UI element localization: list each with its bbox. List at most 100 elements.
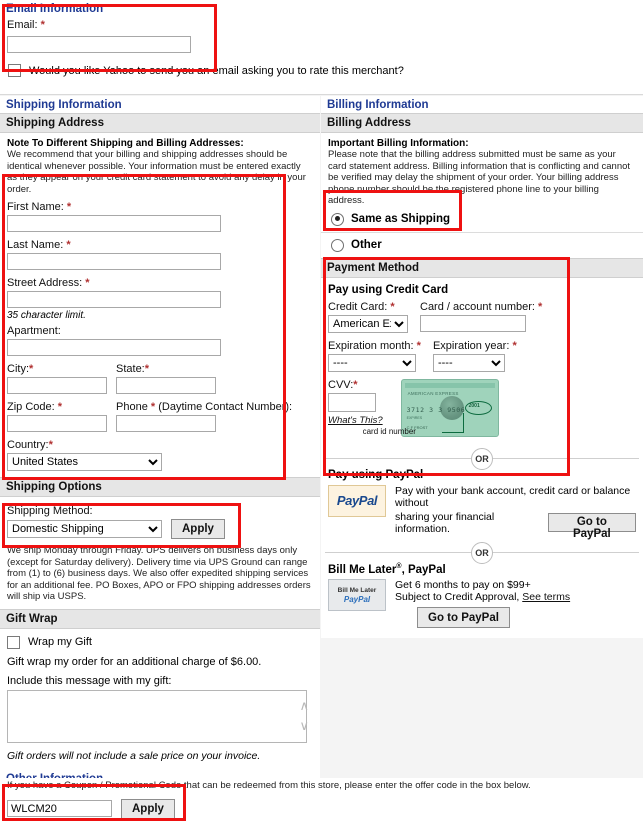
bill-me-later-heading-tail: , PayPal bbox=[401, 563, 446, 576]
city-label: City:* bbox=[7, 363, 34, 375]
apply-coupon-button[interactable]: Apply bbox=[121, 798, 175, 819]
chevron-up-icon[interactable]: ∧ bbox=[299, 697, 309, 713]
required-marker: * bbox=[150, 401, 156, 413]
phone-input[interactable] bbox=[116, 415, 216, 432]
required-marker: * bbox=[85, 277, 90, 289]
cvv-input[interactable] bbox=[328, 392, 376, 412]
coupon-code-input[interactable] bbox=[7, 800, 112, 817]
radio-same-as-shipping[interactable] bbox=[331, 212, 344, 226]
required-marker: * bbox=[416, 339, 421, 352]
shipping-method-select[interactable]: Domestic Shipping bbox=[7, 520, 162, 538]
shipping-options-section: Shipping Options Shipping Method: Domest… bbox=[0, 477, 320, 609]
card-id-digits: 2001 bbox=[468, 402, 480, 409]
chevron-down-icon[interactable]: ∨ bbox=[299, 717, 309, 733]
required-marker: * bbox=[353, 378, 358, 391]
bml-logo-line2: PayPal bbox=[343, 595, 371, 605]
street-address-label: Street Address: * bbox=[7, 277, 90, 289]
apartment-input[interactable] bbox=[7, 339, 221, 356]
shipping-section-title: Shipping Information bbox=[0, 96, 320, 113]
paypal-logo-icon: PayPal bbox=[328, 484, 386, 517]
go-to-paypal-button[interactable]: Go to PayPal bbox=[547, 513, 636, 540]
gift-wrap-bar: Gift Wrap bbox=[0, 608, 320, 629]
bill-me-later-heading-main: Bill Me Later bbox=[328, 563, 397, 576]
rate-merchant-checkbox[interactable] bbox=[8, 64, 21, 77]
shipping-options-note: We ship Monday through Friday. UPS deliv… bbox=[7, 545, 311, 602]
paypal-description-line2: sharing your financial information. bbox=[395, 510, 495, 535]
textarea-scroll-arrows[interactable]: ∧ ∨ bbox=[299, 696, 309, 736]
apply-shipping-button[interactable]: Apply bbox=[171, 519, 225, 539]
card-brand-text: AMERICAN EXPRESS bbox=[407, 390, 459, 396]
shipping-information-section: Shipping Information Shipping Address No… bbox=[0, 96, 320, 477]
pay-using-credit-card-heading: Pay using Credit Card bbox=[328, 283, 449, 296]
billing-information-section: Billing Information Billing Address Impo… bbox=[321, 96, 643, 258]
cvv-label: CVV:* bbox=[328, 378, 358, 391]
card-id-number-caption: card id number bbox=[362, 426, 416, 436]
card-id-pointer-line-horizontal bbox=[441, 431, 464, 433]
required-marker: * bbox=[390, 300, 395, 313]
coupon-description: If you have a Coupon / Promotional Code … bbox=[7, 780, 531, 791]
card-number-input[interactable] bbox=[420, 314, 526, 332]
billing-note-title: Important Billing Information: bbox=[328, 138, 469, 149]
expiration-month-label: Expiration month: * bbox=[328, 339, 421, 352]
bml-logo-line1: Bill Me Later bbox=[337, 587, 377, 595]
email-information-section: Email Information Email: * Would you lik… bbox=[0, 0, 643, 95]
required-marker: * bbox=[512, 339, 517, 352]
required-marker: * bbox=[48, 439, 53, 451]
expiration-year-select[interactable]: ---- bbox=[432, 353, 505, 372]
whats-this-link[interactable]: What's This? bbox=[328, 414, 383, 426]
registered-mark: ® bbox=[396, 562, 402, 570]
or-badge: OR bbox=[471, 541, 493, 564]
wrap-my-gift-label: Wrap my Gift bbox=[28, 636, 92, 648]
required-marker: * bbox=[57, 401, 63, 413]
payment-method-bar: Payment Method bbox=[321, 257, 643, 278]
bill-me-later-logo-icon: Bill Me Later PayPal bbox=[328, 579, 386, 612]
gift-wrap-footnote: Gift orders will not include a sale pric… bbox=[7, 749, 261, 762]
paypal-description-line1: Pay with your bank account, credit card … bbox=[395, 484, 631, 509]
left-column: Shipping Information Shipping Address No… bbox=[0, 96, 320, 807]
payment-method-section: Payment Method Pay using Credit Card Cre… bbox=[321, 257, 643, 639]
card-id-number-illustration: AMERICAN EXPRESS 3712 3 3 9506 EXPIRES C… bbox=[363, 378, 499, 439]
card-id-highlight-circle bbox=[464, 400, 492, 415]
billing-note-body: Please note that the billing address sub… bbox=[328, 149, 631, 206]
same-as-shipping-label: Same as Shipping bbox=[351, 213, 451, 225]
gift-message-label: Include this message with my gift: bbox=[7, 674, 172, 687]
shipping-options-bar: Shipping Options bbox=[0, 477, 320, 497]
billing-other-option[interactable]: Other bbox=[321, 233, 643, 258]
gift-message-textarea[interactable] bbox=[7, 689, 307, 743]
radio-other[interactable] bbox=[331, 238, 344, 252]
shipping-address-bar: Shipping Address bbox=[0, 113, 320, 133]
gift-wrap-charge-text: Gift wrap my order for an additional cha… bbox=[7, 655, 262, 668]
billing-section-title: Billing Information bbox=[321, 96, 643, 113]
bml-description-line2: Subject to Credit Approval, bbox=[395, 591, 520, 604]
city-input[interactable] bbox=[7, 377, 107, 394]
last-name-label: Last Name: * bbox=[7, 239, 71, 251]
street-hint: 35 character limit. bbox=[7, 310, 86, 321]
billing-same-as-shipping-option[interactable]: Same as Shipping bbox=[321, 207, 643, 232]
see-terms-link[interactable]: See terms bbox=[522, 591, 571, 604]
apartment-label: Apartment: bbox=[7, 325, 61, 337]
required-marker: * bbox=[66, 201, 72, 213]
coupon-area: If you have a Coupon / Promotional Code … bbox=[0, 778, 643, 827]
or-divider-2: OR bbox=[321, 541, 643, 564]
paypal-logo-text: PayPal bbox=[336, 493, 378, 508]
first-name-input[interactable] bbox=[7, 215, 221, 232]
email-section-title: Email Information bbox=[0, 0, 320, 17]
zip-code-input[interactable] bbox=[7, 415, 107, 432]
email-label: Email: * bbox=[7, 19, 45, 31]
last-name-input[interactable] bbox=[7, 253, 221, 270]
street-address-input[interactable] bbox=[7, 291, 221, 308]
card-number-label: Card / account number: * bbox=[420, 300, 543, 313]
or-badge: OR bbox=[471, 447, 493, 470]
card-expires-art: EXPIRES bbox=[406, 415, 423, 420]
required-marker: * bbox=[538, 300, 543, 313]
wrap-my-gift-checkbox[interactable] bbox=[7, 635, 20, 649]
email-input[interactable] bbox=[7, 36, 191, 53]
expiration-month-select[interactable]: ---- bbox=[328, 353, 416, 372]
state-input[interactable] bbox=[116, 377, 216, 394]
billing-address-bar: Billing Address bbox=[321, 113, 643, 133]
country-select[interactable]: United States bbox=[7, 453, 162, 471]
required-marker: * bbox=[144, 363, 150, 375]
credit-card-select[interactable]: American Expr bbox=[328, 314, 408, 333]
bml-go-to-paypal-button[interactable]: Go to PayPal bbox=[417, 607, 510, 629]
bml-description-line1: Get 6 months to pay on $99+ bbox=[395, 579, 531, 592]
